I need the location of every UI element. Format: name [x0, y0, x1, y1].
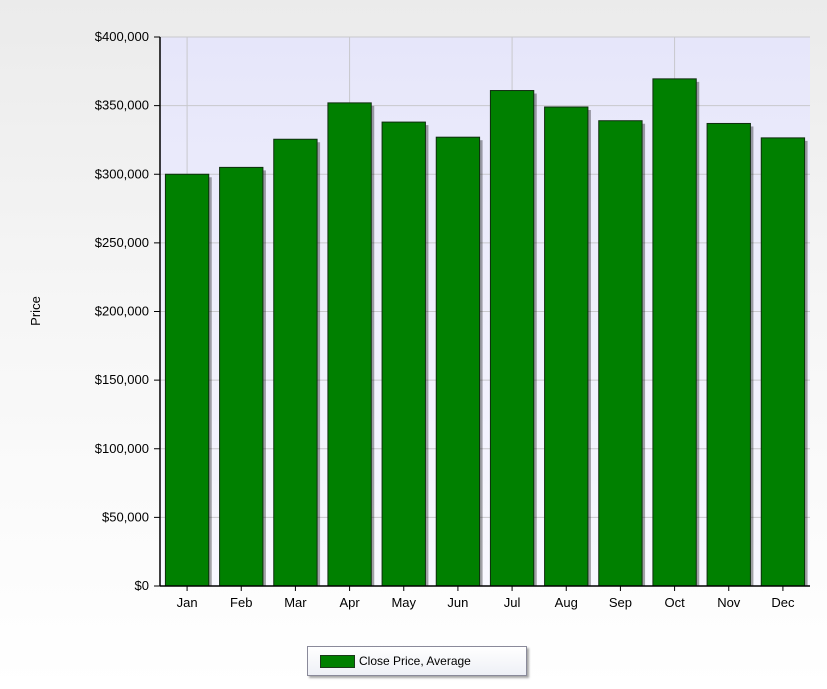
x-tick-label: Sep [609, 595, 632, 610]
bar-feb [219, 166, 264, 587]
y-axis-label: Price [28, 296, 43, 326]
x-tick-label: Feb [230, 595, 252, 610]
legend-label: Close Price, Average [359, 654, 471, 668]
bar-apr [327, 102, 372, 587]
y-tick-label: $350,000 [95, 98, 149, 113]
y-tick-label: $250,000 [95, 235, 149, 250]
bar-sep [598, 120, 643, 587]
y-tick-label: $150,000 [95, 372, 149, 387]
y-tick-label: $100,000 [95, 441, 149, 456]
y-tick-label: $400,000 [95, 29, 149, 44]
x-tick-label: Dec [771, 595, 795, 610]
x-tick-label: Oct [664, 595, 685, 610]
bar-jun [435, 136, 481, 587]
bar-aug [544, 106, 589, 587]
bar-dec [760, 137, 806, 587]
legend: Close Price, Average [307, 646, 527, 676]
bar-nov [706, 122, 751, 587]
x-tick-label: Aug [555, 595, 578, 610]
y-tick-label: $200,000 [95, 304, 149, 319]
x-tick-label: Mar [284, 595, 307, 610]
y-tick-label: $0 [135, 578, 149, 593]
bar-may [381, 121, 426, 587]
x-tick-label: Jul [504, 595, 521, 610]
bar-mar [273, 138, 318, 587]
x-tick-label: Nov [717, 595, 741, 610]
y-tick-label: $50,000 [102, 509, 149, 524]
x-tick-label: Apr [339, 595, 360, 610]
bar-jan [164, 173, 210, 587]
x-tick-label: Jun [447, 595, 468, 610]
y-tick-label: $300,000 [95, 166, 149, 181]
bar-jul [489, 90, 535, 587]
x-tick-label: Jan [177, 595, 198, 610]
legend-swatch [320, 654, 355, 668]
x-tick-label: May [391, 595, 416, 610]
bar-oct [652, 78, 697, 587]
